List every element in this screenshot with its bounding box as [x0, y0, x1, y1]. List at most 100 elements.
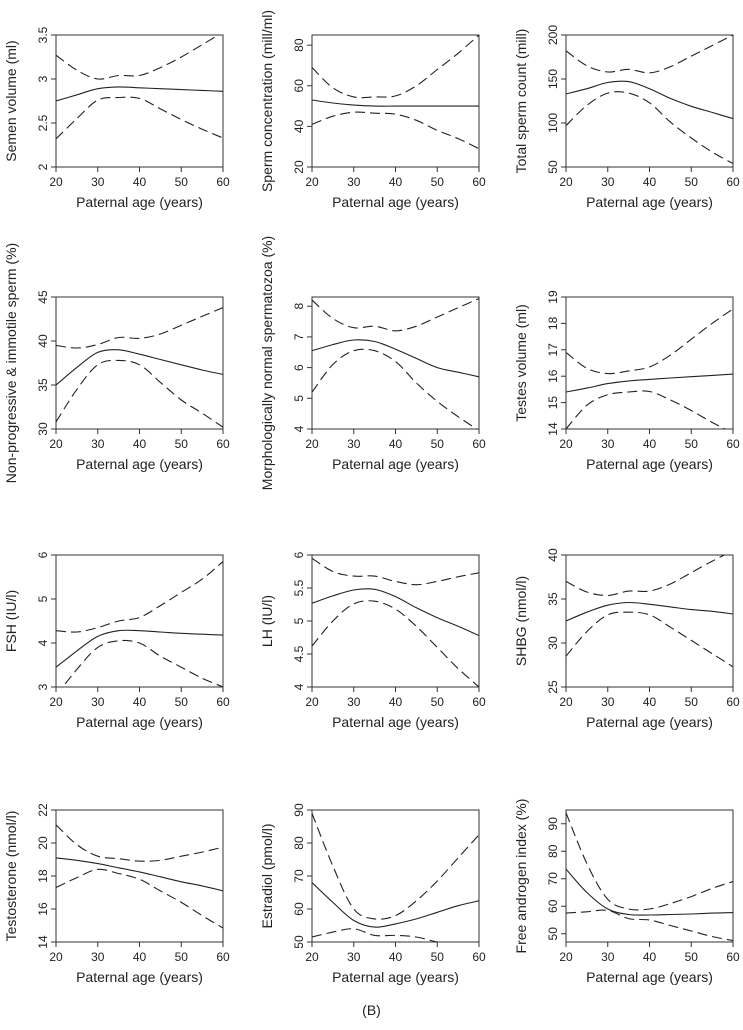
y-axis-label: LH (IU/l): [259, 595, 275, 647]
y-axis-label: Semen volume (ml): [3, 40, 19, 161]
y-tick-label: 4: [292, 683, 306, 690]
plot-frame: [565, 34, 734, 168]
y-tick-label: 70: [292, 869, 306, 883]
ci-line-upper: [312, 35, 479, 99]
x-tick-label: 50: [685, 437, 699, 451]
x-axis-label: Paternal age (years): [76, 456, 203, 472]
x-tick-label: 40: [643, 175, 657, 189]
y-tick-label: 25: [546, 680, 560, 694]
chart-panel-11: 20 30 40 50 60 50 60 70 80 90 Paternal age (years)…: [259, 803, 486, 985]
y-tick-label: 6: [292, 551, 306, 558]
x-tick-label: 30: [91, 175, 105, 189]
y-axis-label: Sperm concentration (mill/ml): [259, 10, 275, 192]
x-axis-label: Paternal age (years): [332, 714, 459, 730]
chart-panel-5: 20 30 40 50 60 4 5 6 7 8 Paternal age (years) Morph…: [259, 236, 486, 490]
plot-frame: [55, 34, 224, 168]
x-tick-label: 60: [216, 695, 230, 709]
x-tick-label: 40: [389, 175, 403, 189]
estimate-line: [566, 868, 733, 916]
x-tick-label: 60: [216, 950, 230, 964]
x-tick-label: 30: [347, 175, 361, 189]
y-tick-label: 35: [36, 378, 50, 392]
x-tick-label: 60: [216, 175, 230, 189]
y-tick-label: 45: [36, 290, 50, 304]
x-tick-label: 50: [175, 950, 189, 964]
y-tick-label: 16: [546, 369, 560, 383]
ci-line-upper: [56, 307, 223, 349]
y-axis-label: SHBG (nmol/l): [513, 576, 529, 666]
y-tick-label: 15: [546, 396, 560, 410]
x-tick-label: 60: [726, 950, 740, 964]
ci-line-upper: [566, 308, 733, 375]
y-tick-label: 22: [36, 803, 50, 817]
ci-line-lower: [566, 909, 733, 942]
y-tick-label: 6: [292, 364, 306, 371]
y-axis-label: Testes volume (ml): [513, 304, 529, 421]
ci-line-lower: [56, 868, 223, 929]
plot-frame: [565, 296, 734, 430]
x-tick-label: 20: [559, 695, 573, 709]
ci-line-lower: [312, 111, 479, 150]
x-tick-label: 30: [601, 437, 615, 451]
plot-frame: [311, 554, 480, 688]
y-tick-label: 4.5: [292, 645, 306, 662]
y-tick-label: 14: [546, 422, 560, 436]
x-tick-label: 50: [431, 950, 445, 964]
plot-frame: [55, 296, 224, 430]
x-tick-label: 20: [559, 437, 573, 451]
x-tick-label: 30: [347, 437, 361, 451]
estimate-line: [566, 373, 733, 393]
x-tick-label: 60: [216, 437, 230, 451]
x-axis-label: Paternal age (years): [586, 714, 713, 730]
x-tick-label: 60: [472, 695, 486, 709]
estimate-line: [56, 857, 223, 892]
y-tick-label: 70: [546, 872, 560, 886]
ci-line-lower: [566, 390, 727, 429]
y-tick-label: 2.5: [36, 114, 50, 131]
y-tick-label: 40: [36, 334, 50, 348]
chart-panel-9: 20 30 40 50 60 25 30 35 40 Paternal age (years) SH…: [513, 548, 740, 730]
ci-line-upper: [312, 557, 479, 586]
x-tick-label: 20: [305, 695, 319, 709]
ci-line-lower: [312, 348, 478, 429]
estimate-line: [566, 80, 733, 120]
ci-line-lower: [566, 91, 733, 164]
y-tick-label: 4: [36, 639, 50, 646]
x-tick-label: 50: [175, 695, 189, 709]
estimate-line: [56, 349, 223, 386]
y-tick-label: 60: [292, 79, 306, 93]
x-axis-label: Paternal age (years): [332, 456, 459, 472]
figure-caption: (B): [362, 1002, 381, 1018]
y-tick-label: 20: [36, 836, 50, 850]
x-axis-label: Paternal age (years): [586, 194, 713, 210]
x-tick-label: 40: [133, 175, 147, 189]
y-axis-label: Testosterone (nmol/l): [3, 811, 19, 942]
x-tick-label: 40: [643, 437, 657, 451]
ci-line-lower: [312, 600, 479, 687]
y-tick-label: 60: [546, 899, 560, 913]
x-tick-label: 50: [175, 175, 189, 189]
ci-line-upper: [56, 824, 223, 862]
y-tick-label: 16: [36, 902, 50, 916]
x-tick-label: 30: [601, 175, 615, 189]
x-tick-label: 40: [133, 950, 147, 964]
estimate-line: [312, 882, 479, 928]
y-tick-label: 5: [36, 595, 50, 602]
x-tick-label: 20: [559, 950, 573, 964]
y-tick-label: 3: [36, 683, 50, 690]
ci-line-lower: [566, 611, 733, 668]
x-tick-label: 20: [49, 437, 63, 451]
ci-line-upper: [566, 812, 733, 911]
plot-frame: [311, 34, 480, 168]
estimate-line: [312, 339, 479, 378]
estimate-line: [312, 588, 479, 637]
ci-line-lower: [62, 639, 223, 687]
y-tick-label: 3.5: [36, 26, 50, 43]
x-tick-label: 30: [601, 950, 615, 964]
ci-line-upper: [312, 297, 479, 332]
x-tick-label: 40: [389, 950, 403, 964]
y-tick-label: 40: [292, 119, 306, 133]
estimate-line: [56, 86, 223, 102]
x-tick-label: 30: [601, 695, 615, 709]
x-tick-label: 60: [472, 175, 486, 189]
